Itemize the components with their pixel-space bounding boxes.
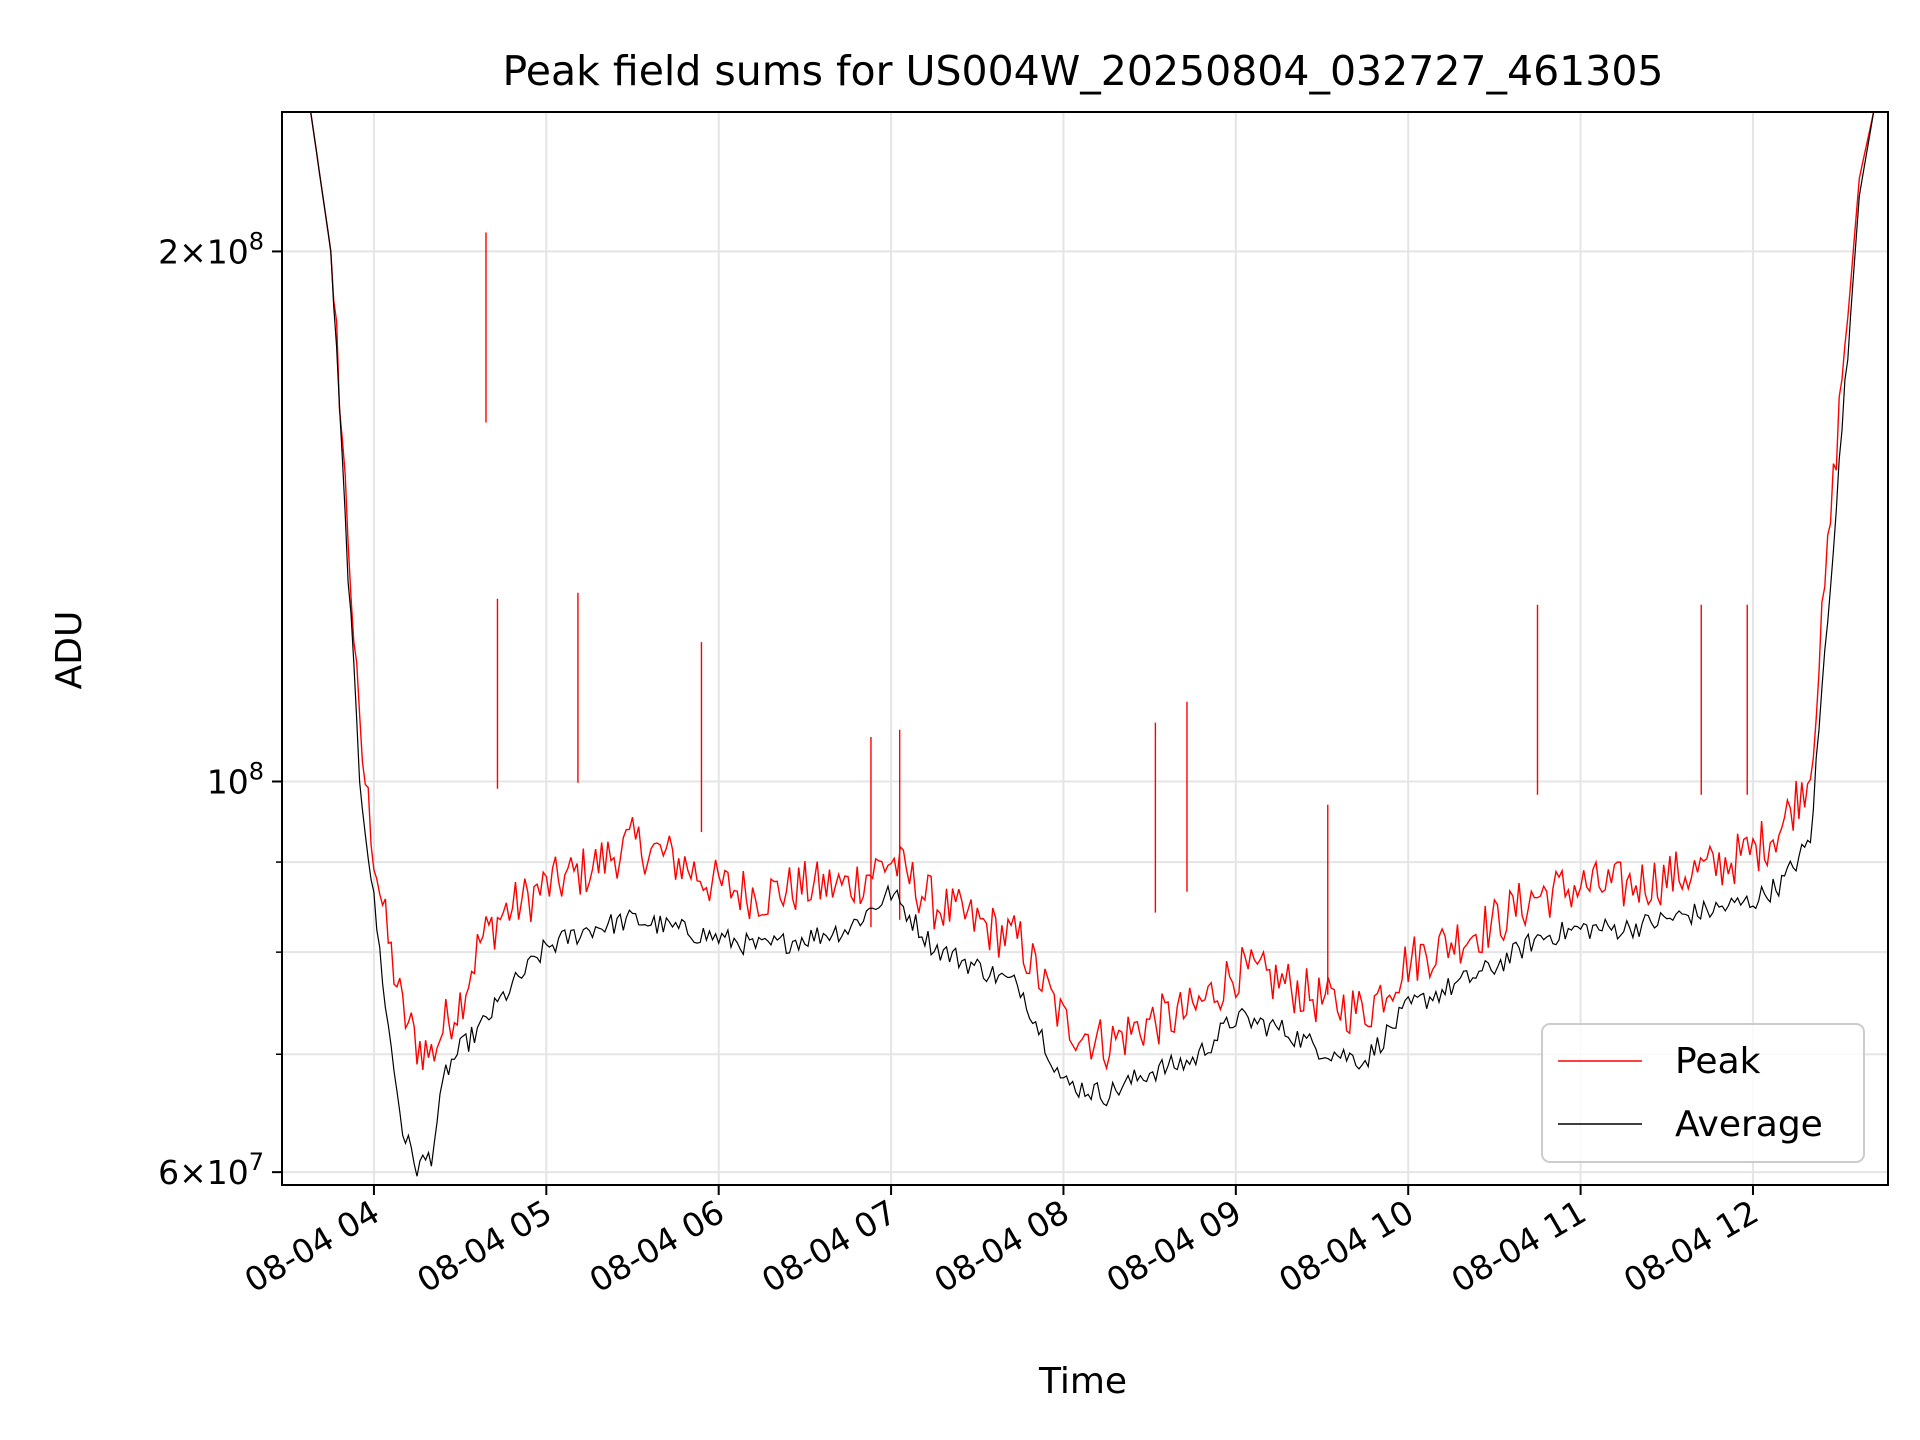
legend-average-label: Average (1675, 1104, 1823, 1145)
legend: Peak Average (1541, 1023, 1865, 1163)
series-line-average (282, 111, 1888, 1177)
y-axis-ticks: 6×107 108 2×108 (158, 227, 282, 1192)
x-axis-label: Time (1038, 1361, 1127, 1402)
y-tick-label: 6×107 (158, 1148, 264, 1192)
y-axis-label: ADU (49, 611, 90, 690)
legend-box (1541, 1023, 1865, 1163)
y-tick-label: 108 (207, 758, 264, 802)
plot-area (282, 111, 1888, 1177)
y-tick-label: 2×108 (158, 227, 264, 271)
axes-frame (281, 111, 1889, 1186)
series-line-peak (282, 111, 1888, 1071)
chart-title: Peak field sums for US004W_20250804_0327… (502, 47, 1663, 95)
legend-peak-label: Peak (1675, 1041, 1761, 1082)
